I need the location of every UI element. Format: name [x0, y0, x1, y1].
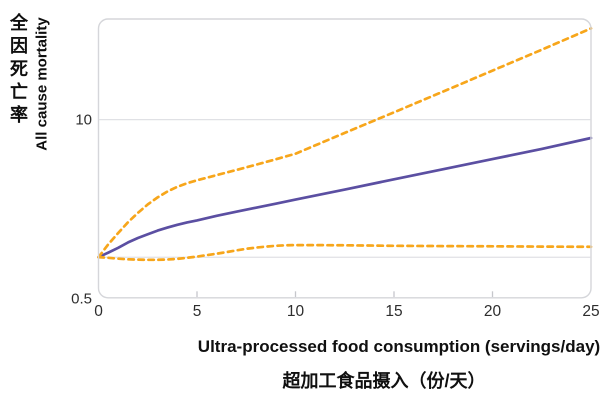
- y-tick-label-10: 10: [75, 111, 92, 129]
- x-axis-title-chinese: 超加工食品摄入（份/天）: [282, 371, 486, 391]
- x-tick-label-10: 10: [286, 303, 305, 320]
- series-lines: [97, 27, 593, 262]
- x-axis-title-english: Ultra-processed food consumption (servin…: [197, 337, 601, 356]
- plot-frame: [97, 18, 592, 299]
- x-axis-tick-marks: [196, 291, 494, 298]
- x-tick-label-5: 5: [192, 303, 202, 320]
- series-line-lower-band: [97, 243, 593, 262]
- y-tick-label-0.5: 0.5: [71, 290, 92, 308]
- x-tick-label-20: 20: [483, 303, 502, 320]
- series-line-estimate: [97, 136, 593, 259]
- x-tick-label-15: 15: [385, 303, 403, 320]
- x-tick-label-25: 25: [582, 303, 600, 320]
- y-axis-title-english: All cause mortality: [33, 17, 51, 151]
- series-line-upper-band: [97, 27, 593, 259]
- y-axis-title-chinese: 全因死亡率: [8, 13, 28, 128]
- x-tick-label-0: 0: [94, 303, 103, 320]
